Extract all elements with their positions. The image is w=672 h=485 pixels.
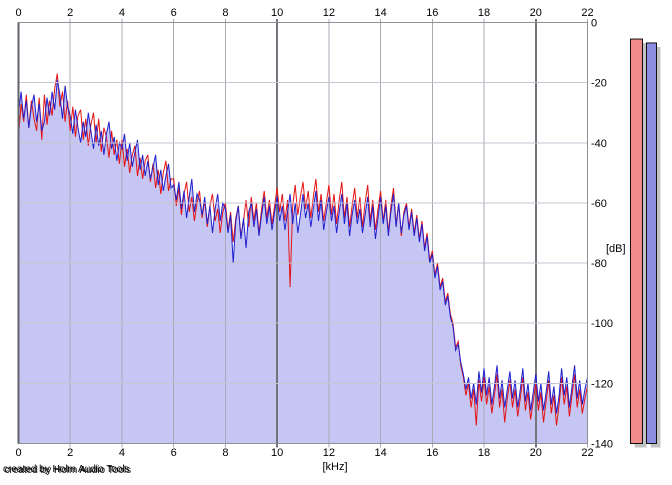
x-tick-label-top-8: 8 <box>222 7 228 19</box>
x-tick-label-top-2: 2 <box>67 7 73 19</box>
x-tick-label-top-14: 14 <box>374 7 386 19</box>
spectrum-blue-trace <box>18 79 588 414</box>
y-tick-label--60: -60 <box>591 198 607 210</box>
y-tick-label--120: -120 <box>591 378 613 390</box>
x-tick-label-top-18: 18 <box>478 7 490 19</box>
y-tick-label--140: -140 <box>591 439 613 451</box>
credit-text-layer2: created by Holm Audio Tools <box>4 464 132 476</box>
y-tick-label-0: 0 <box>591 18 597 30</box>
y-tick-label--20: -20 <box>591 78 607 90</box>
blue-level-meter-bar <box>646 42 657 444</box>
credit-text: created by Holm Audio Tools created by H… <box>3 464 203 478</box>
x-tick-label-top-22: 22 <box>581 7 593 19</box>
x-tick-label-bottom-18: 18 <box>478 447 490 459</box>
x-tick-label-bottom-16: 16 <box>426 447 438 459</box>
x-tick-label-top-4: 4 <box>119 7 125 19</box>
x-tick-label-bottom-8: 8 <box>222 447 228 459</box>
spectrum-red-trace <box>18 73 588 426</box>
x-tick-label-bottom-10: 10 <box>271 447 283 459</box>
x-tick-label-bottom-4: 4 <box>119 447 125 459</box>
red-level-meter-bar <box>630 38 643 445</box>
x-tick-label-bottom-14: 14 <box>374 447 386 459</box>
x-tick-label-bottom-6: 6 <box>171 447 177 459</box>
x-axis-unit-label: [kHz] <box>322 461 347 473</box>
x-tick-label-bottom-22: 22 <box>581 447 593 459</box>
y-axis-unit-label: [dB] <box>606 243 626 255</box>
x-tick-label-top-0: 0 <box>15 7 21 19</box>
x-tick-label-top-10: 10 <box>271 7 283 19</box>
x-tick-label-top-16: 16 <box>426 7 438 19</box>
x-tick-label-bottom-20: 20 <box>530 447 542 459</box>
y-tick-label--80: -80 <box>591 258 607 270</box>
y-tick-label--40: -40 <box>591 138 607 150</box>
y-tick-label--100: -100 <box>591 318 613 330</box>
credit-text-layer1: created by Holm Audio Tools <box>3 464 130 475</box>
x-tick-label-bottom-0: 0 <box>15 447 21 459</box>
x-tick-label-bottom-12: 12 <box>323 447 335 459</box>
x-tick-label-top-6: 6 <box>171 7 177 19</box>
x-tick-label-bottom-2: 2 <box>67 447 73 459</box>
x-tick-label-top-12: 12 <box>323 7 335 19</box>
x-tick-label-top-20: 20 <box>530 7 542 19</box>
